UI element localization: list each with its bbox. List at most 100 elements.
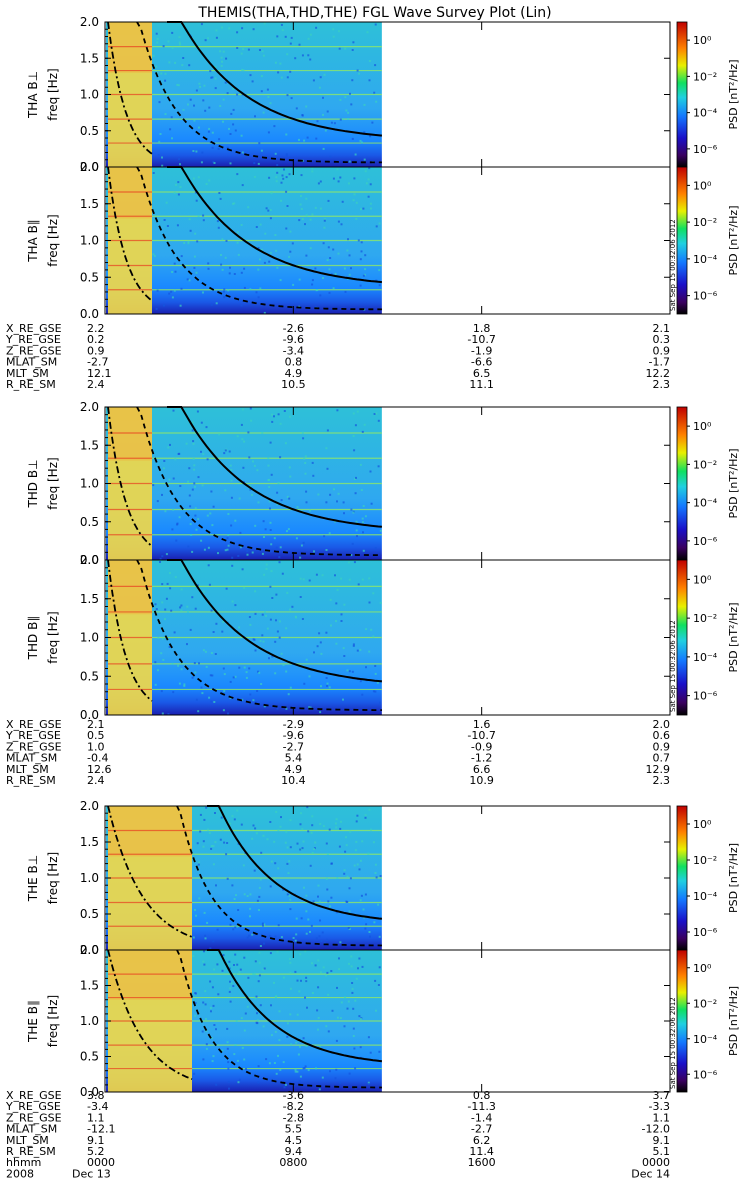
noise-speck — [154, 661, 157, 664]
noise-speck — [278, 620, 281, 623]
noise-speck — [354, 1067, 357, 1070]
gyrofrequency-curve — [167, 406, 382, 528]
noise-speck — [257, 296, 260, 299]
colorbar-tick-label: 10⁰ — [693, 818, 712, 831]
noise-speck — [265, 614, 267, 617]
noise-speck — [171, 528, 174, 531]
spectrogram-panel: 0.0 0.5 1.0 1.5 2.0 freq [Hz] THD B⊥ 10⁰ 10⁻² 10⁻… — [26, 400, 740, 567]
noise-speck — [258, 895, 261, 898]
ephemeris-value: -2.7 — [471, 1123, 492, 1136]
noise-speck — [291, 605, 294, 608]
ephemeris-value: 1.1 — [87, 1111, 105, 1124]
ephemeris-value: 12.1 — [87, 367, 112, 380]
noise-speck — [309, 509, 311, 512]
noise-speck — [259, 258, 261, 261]
noise-speck — [170, 116, 173, 119]
noise-speck — [268, 176, 271, 179]
noise-speck — [355, 820, 358, 823]
noise-speck — [304, 223, 306, 226]
noise-speck — [290, 1043, 293, 1046]
noise-speck — [356, 814, 359, 817]
noise-speck — [195, 150, 198, 153]
noise-speck — [377, 419, 380, 422]
noise-speck — [368, 60, 371, 62]
y-tick-label: 1.5 — [80, 197, 99, 211]
noise-speck — [353, 864, 356, 867]
noise-speck — [355, 201, 358, 204]
noise-speck — [325, 549, 328, 551]
noise-speck — [295, 917, 298, 920]
noise-speck — [263, 923, 266, 926]
noise-speck — [259, 223, 262, 226]
noise-speck — [268, 478, 270, 481]
ephemeris-row-name: MLAT_SM — [6, 1123, 57, 1136]
figure-title: THEMIS(THA,THD,THE) FGL Wave Survey Plot… — [197, 5, 551, 21]
noise-speck — [238, 1078, 241, 1081]
noise-speck — [344, 47, 347, 50]
noise-speck — [230, 982, 233, 985]
noise-speck — [220, 816, 223, 819]
noise-speck — [294, 939, 297, 942]
noise-speck — [249, 623, 252, 626]
panel-label: THD B⊥ — [26, 459, 40, 508]
high-psd-band-top — [108, 560, 152, 615]
noise-speck — [295, 933, 298, 936]
noise-speck — [331, 1009, 334, 1012]
noise-speck — [240, 52, 243, 55]
ephemeris-value: -9.6 — [283, 729, 304, 742]
noise-speck — [252, 824, 255, 827]
noise-speck — [343, 1025, 346, 1028]
noise-speck — [336, 500, 338, 503]
y-axis-label: freq [Hz] — [46, 611, 60, 663]
noise-speck — [282, 976, 285, 979]
noise-speck — [318, 1046, 321, 1048]
noise-speck — [348, 1072, 351, 1075]
colorbar-tick-label: 10⁰ — [693, 573, 712, 586]
noise-speck — [240, 134, 243, 137]
noise-speck — [366, 31, 369, 34]
noise-speck — [277, 829, 280, 832]
y-tick-label: 0.0 — [80, 160, 99, 174]
noise-speck — [318, 1088, 321, 1091]
noise-speck — [368, 931, 371, 933]
colorbar-tick-label: 10⁰ — [693, 179, 712, 192]
ephemeris-row-name: Z_RE_GSE — [6, 1111, 62, 1124]
noise-speck — [278, 636, 281, 639]
noise-speck — [163, 467, 165, 470]
noise-speck — [315, 1067, 317, 1070]
noise-speck — [246, 936, 249, 939]
noise-speck — [182, 108, 185, 111]
noise-speck — [305, 894, 308, 897]
noise-speck — [212, 1055, 215, 1058]
noise-speck — [311, 170, 314, 173]
noise-speck — [224, 489, 227, 492]
noise-speck — [207, 546, 210, 549]
noise-speck — [304, 1065, 307, 1068]
noise-speck — [251, 837, 254, 840]
noise-speck — [217, 226, 220, 229]
noise-speck — [179, 186, 182, 189]
noise-speck — [254, 524, 257, 527]
noise-speck — [161, 156, 163, 159]
y-tick-label: 0.0 — [80, 307, 99, 321]
noise-speck — [211, 986, 214, 989]
noise-speck — [334, 822, 337, 825]
noise-speck — [334, 1077, 337, 1080]
noise-speck — [234, 953, 237, 956]
ephemeris-value: 2.1 — [653, 322, 671, 335]
noise-speck — [295, 1041, 298, 1044]
y-tick-label: 0.5 — [80, 270, 99, 284]
noise-speck — [210, 490, 213, 493]
noise-speck — [268, 657, 270, 660]
noise-speck — [243, 1029, 246, 1032]
noise-speck — [204, 937, 207, 940]
noise-speck — [286, 591, 289, 594]
noise-speck — [322, 96, 324, 99]
noise-speck — [252, 460, 254, 463]
noise-speck — [177, 453, 180, 455]
noise-speck — [262, 520, 265, 523]
noise-speck — [353, 193, 356, 196]
y-tick-label: 1.0 — [80, 1014, 99, 1028]
noise-speck — [194, 191, 197, 194]
noise-speck — [152, 172, 155, 174]
